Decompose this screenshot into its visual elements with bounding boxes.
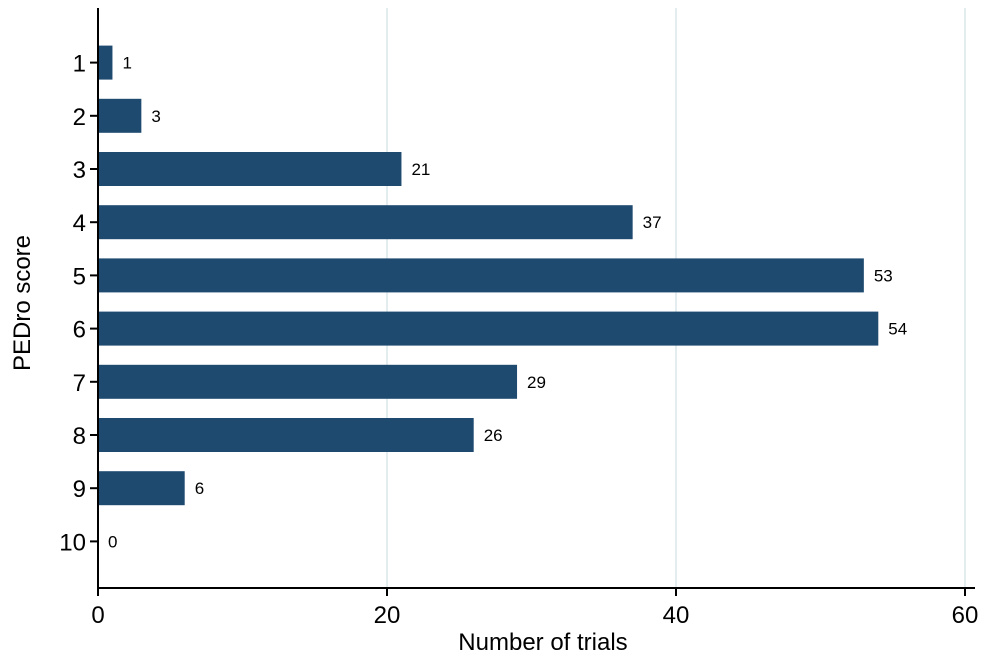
bar: [98, 364, 518, 399]
bar: [98, 98, 142, 133]
bar: [98, 311, 879, 346]
y-tick-label: 8: [73, 423, 86, 450]
y-tick-label: 9: [73, 476, 86, 503]
bar: [98, 258, 864, 293]
bar-value-label: 0: [108, 532, 117, 551]
x-tick-label: 60: [952, 602, 979, 629]
y-tick-label: 7: [73, 370, 86, 397]
gridlines: [386, 8, 966, 588]
bar-value-label: 37: [643, 213, 662, 232]
bar: [98, 45, 113, 80]
bar-value-label: 1: [122, 54, 131, 73]
bar-value-label: 53: [874, 266, 893, 285]
y-tick-label: 10: [59, 529, 86, 556]
bar: [98, 205, 633, 240]
y-tick-label: 5: [73, 263, 86, 290]
y-tick-label: 1: [73, 51, 86, 78]
x-axis-title: Number of trials: [458, 629, 627, 656]
bar-value-label: 21: [411, 160, 430, 179]
x-tick-label: 0: [91, 602, 104, 629]
data-labels: 1 3 21 37 53 54 29 26 6 0: [108, 54, 907, 552]
y-tick-label: 3: [73, 157, 86, 184]
x-tick-label: 40: [663, 602, 690, 629]
bar-value-label: 3: [151, 107, 160, 126]
bar-value-label: 54: [888, 320, 907, 339]
y-tick-label: 2: [73, 104, 86, 131]
y-tick-label: 6: [73, 317, 86, 344]
bars: [98, 45, 879, 506]
x-tick-label: 20: [374, 602, 401, 629]
bar: [98, 418, 474, 452]
bar: [98, 471, 185, 506]
bar-value-label: 6: [195, 479, 204, 498]
bar-value-label: 26: [484, 426, 503, 445]
bar-value-label: 29: [527, 373, 546, 392]
y-tick-label: 4: [73, 210, 86, 237]
y-axis-title: PEDro score: [9, 235, 36, 371]
bar: [98, 152, 402, 186]
axes: [97, 8, 975, 589]
